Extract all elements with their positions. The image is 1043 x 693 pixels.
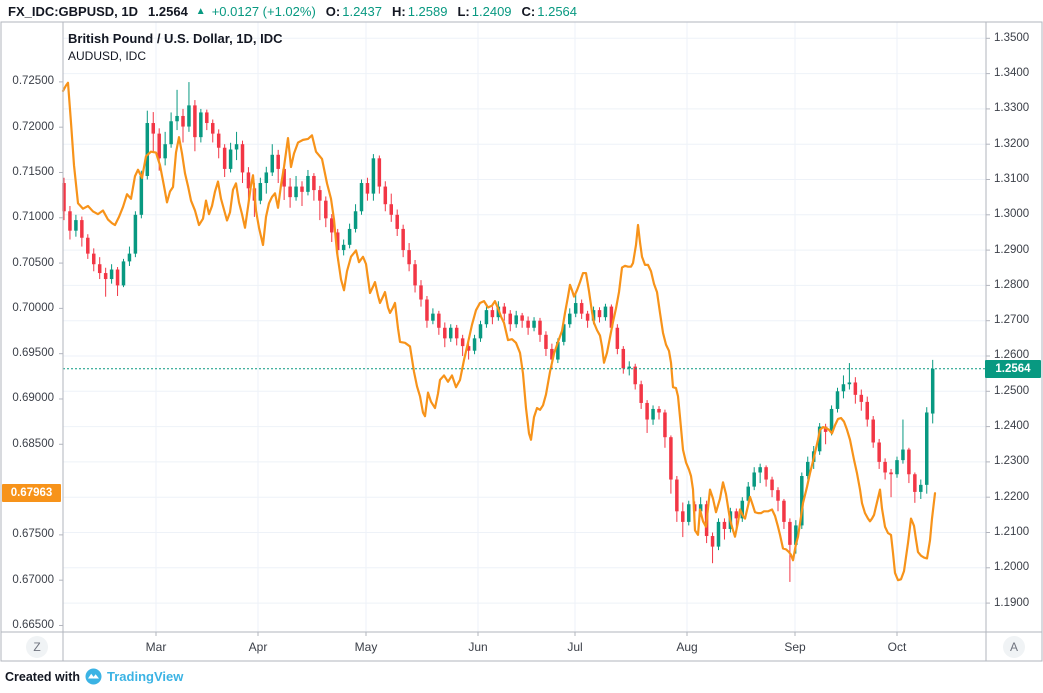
close-label: C: xyxy=(521,3,536,19)
month-label: Jul xyxy=(567,640,583,654)
right-axis-tick: 1.1900 xyxy=(994,596,1030,609)
left-axis-tick: 0.72000 xyxy=(12,120,54,133)
right-axis-tick: 1.2500 xyxy=(994,384,1030,397)
quote-header: FX_IDC:GBPUSD, 1D 1.2564 ▲ +0.0127 (+1.0… xyxy=(0,0,1043,22)
right-axis-tick: 1.2700 xyxy=(994,314,1030,327)
right-axis-tick: 1.3400 xyxy=(994,67,1030,80)
left-axis-tick: 0.69500 xyxy=(12,347,54,360)
legend-main-series[interactable]: British Pound / U.S. Dollar, 1D, IDC xyxy=(68,31,283,46)
open-label: O: xyxy=(325,3,341,19)
footer-attribution: Created with TradingView xyxy=(5,668,183,685)
month-label: Oct xyxy=(887,640,907,654)
left-axis-tick: 0.71500 xyxy=(12,165,54,178)
left-axis-tick: 0.67000 xyxy=(12,573,54,586)
right-axis-tick: 1.2400 xyxy=(994,420,1030,433)
low-label: L: xyxy=(457,3,470,19)
open-value: 1.2437 xyxy=(342,3,382,19)
right-axis-tick: 1.3100 xyxy=(994,173,1030,185)
legend-overlay-series[interactable]: AUDUSD, IDC xyxy=(68,49,147,64)
right-axis-tick: 1.2900 xyxy=(994,243,1030,256)
right-axis-tick: 1.3200 xyxy=(994,137,1030,150)
tradingview-logo-icon xyxy=(85,668,102,685)
month-label: Mar xyxy=(145,640,167,654)
right-axis-tick: 1.2200 xyxy=(994,490,1030,503)
right-axis-tick: 1.3300 xyxy=(994,102,1030,115)
right-axis-tick: 1.3000 xyxy=(994,208,1030,221)
gbpusd-last-price-badge: 1.2564 xyxy=(985,359,1041,378)
symbol-title[interactable]: FX_IDC:GBPUSD, 1D xyxy=(8,3,139,19)
right-axis-tick: 1.3500 xyxy=(994,31,1030,44)
left-axis-tick: 0.71000 xyxy=(12,211,54,224)
left-axis-tick: 0.67500 xyxy=(12,528,54,541)
month-label: Sep xyxy=(784,640,806,654)
left-axis-tick: 0.68500 xyxy=(12,437,54,450)
month-label: Aug xyxy=(676,640,698,654)
price-gridlines xyxy=(63,37,986,604)
low-value: 1.2409 xyxy=(471,3,512,19)
tradingview-brand-link[interactable]: TradingView xyxy=(107,669,184,684)
price-change: +0.0127 (+1.02%) xyxy=(211,3,316,19)
month-label: May xyxy=(354,640,378,654)
chart-frame xyxy=(0,21,1043,662)
left-axis-tick: 0.66500 xyxy=(12,618,54,631)
month-gridlines xyxy=(155,22,898,632)
right-axis-tick: 1.2100 xyxy=(994,525,1030,538)
left-axis-button[interactable]: Z xyxy=(26,636,48,658)
right-axis-tick: 1.2600 xyxy=(994,349,1030,362)
chart-legend: British Pound / U.S. Dollar, 1D, IDC AUD… xyxy=(68,31,283,64)
audusd-last-price-badge: 0.67963 xyxy=(2,483,61,502)
right-axis-tick: 1.2800 xyxy=(994,278,1030,291)
right-axis-tick: 1.2000 xyxy=(994,561,1030,574)
audusd-line xyxy=(61,81,937,582)
high-label: H: xyxy=(392,3,406,19)
left-axis-tick: 0.72500 xyxy=(12,75,54,88)
last-price: 1.2564 xyxy=(148,3,188,19)
left-axis-tick: 0.70500 xyxy=(12,256,54,269)
left-axis-tick: 0.69000 xyxy=(12,392,54,405)
ohlc-readout: O: 1.2437 H: 1.2589 L: 1.2409 C: 1.2564 xyxy=(326,4,577,19)
gbpusd-candles xyxy=(62,82,935,582)
auto-scale-button[interactable]: A xyxy=(1003,636,1025,658)
created-with-label: Created with xyxy=(5,669,81,684)
right-axis-tick: 1.2300 xyxy=(994,455,1030,468)
left-axis-tick: 0.70000 xyxy=(12,301,54,314)
close-value: 1.2564 xyxy=(537,3,578,19)
month-label: Apr xyxy=(248,640,268,654)
month-label: Jun xyxy=(468,640,488,654)
high-value: 1.2589 xyxy=(407,3,448,19)
up-arrow-icon: ▲ xyxy=(195,5,206,17)
